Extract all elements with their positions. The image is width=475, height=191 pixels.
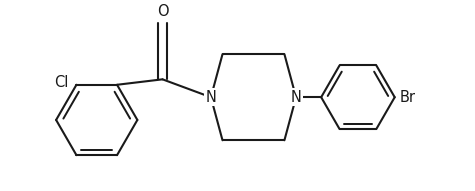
Text: O: O: [157, 4, 168, 19]
Text: Br: Br: [399, 90, 416, 105]
Text: Cl: Cl: [54, 75, 69, 90]
Text: N: N: [206, 90, 216, 105]
Text: N: N: [291, 90, 302, 105]
